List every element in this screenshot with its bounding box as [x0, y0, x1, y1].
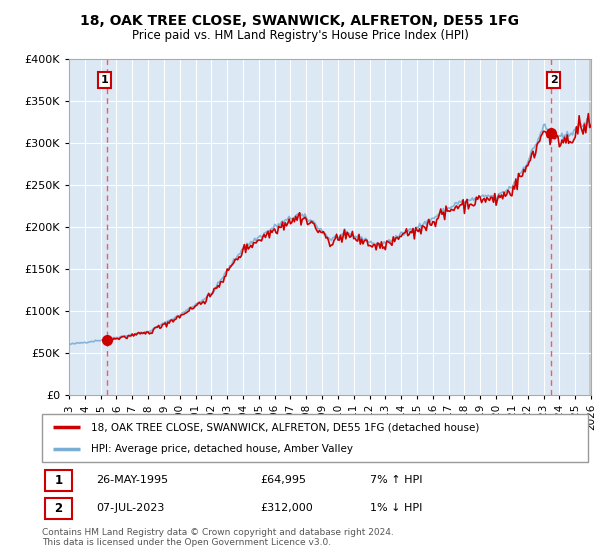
Text: 2: 2 [550, 75, 558, 85]
Text: 7% ↑ HPI: 7% ↑ HPI [370, 475, 422, 485]
Text: 07-JUL-2023: 07-JUL-2023 [97, 503, 165, 514]
Text: 18, OAK TREE CLOSE, SWANWICK, ALFRETON, DE55 1FG: 18, OAK TREE CLOSE, SWANWICK, ALFRETON, … [80, 14, 520, 28]
Text: HPI: Average price, detached house, Amber Valley: HPI: Average price, detached house, Ambe… [91, 444, 353, 454]
Text: 1: 1 [100, 75, 108, 85]
Text: Contains HM Land Registry data © Crown copyright and database right 2024.
This d: Contains HM Land Registry data © Crown c… [42, 528, 394, 547]
Text: 1: 1 [55, 474, 62, 487]
FancyBboxPatch shape [45, 469, 72, 491]
Text: Price paid vs. HM Land Registry's House Price Index (HPI): Price paid vs. HM Land Registry's House … [131, 29, 469, 42]
Text: 18, OAK TREE CLOSE, SWANWICK, ALFRETON, DE55 1FG (detached house): 18, OAK TREE CLOSE, SWANWICK, ALFRETON, … [91, 422, 479, 432]
FancyBboxPatch shape [45, 498, 72, 519]
Text: £312,000: £312,000 [260, 503, 313, 514]
FancyBboxPatch shape [42, 414, 588, 462]
Text: 26-MAY-1995: 26-MAY-1995 [97, 475, 169, 485]
Text: 2: 2 [55, 502, 62, 515]
Bar [69, 59, 70, 395]
Text: £64,995: £64,995 [260, 475, 307, 485]
Bar [589, 59, 593, 395]
Text: 1% ↓ HPI: 1% ↓ HPI [370, 503, 422, 514]
